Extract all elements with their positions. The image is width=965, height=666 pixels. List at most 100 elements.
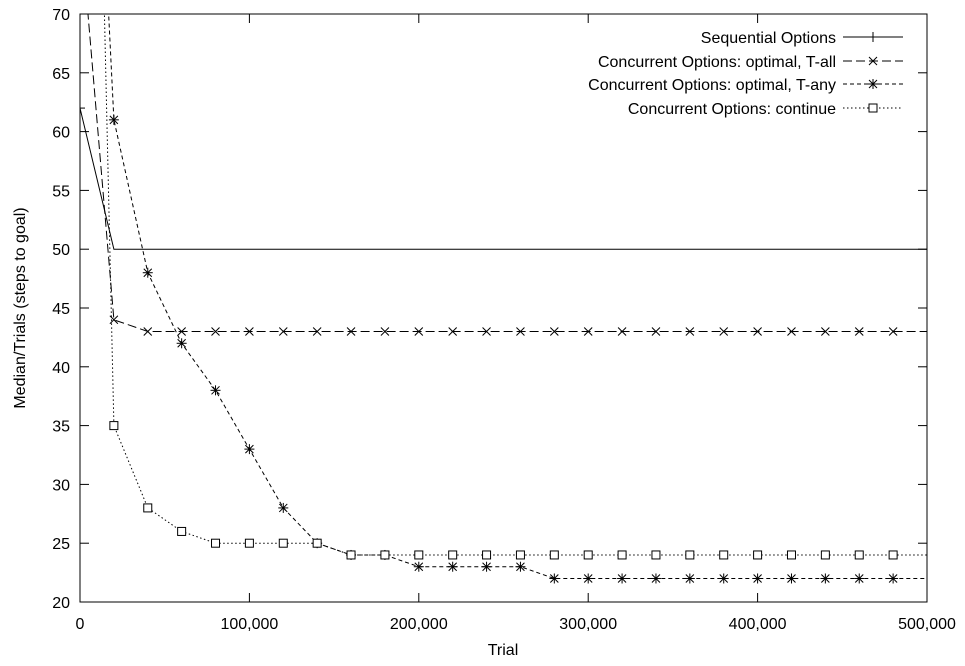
tick-layer: 0 100,000 200,000 300,000 400,000 500,000 20 25… (52, 7, 956, 633)
data-point-cross (109, 315, 119, 325)
data-point-star (854, 573, 865, 584)
data-point-star (650, 573, 661, 584)
data-point-cross (549, 327, 559, 336)
series-line (108, 14, 927, 579)
data-point-cross (278, 327, 288, 336)
data-point-cross (245, 327, 254, 336)
data-point-cross (685, 327, 695, 336)
data-point-square (854, 550, 864, 560)
x-tick-label: 300,000 (559, 616, 617, 633)
data-point-star (786, 573, 797, 584)
legend-label: Concurrent Options: optimal, T-all (598, 54, 836, 71)
data-point-square (685, 550, 695, 560)
data-point-star (888, 573, 899, 584)
y-tick-label: 30 (52, 477, 70, 494)
legend-label: Sequential Options (701, 30, 836, 47)
series-line (87, 14, 927, 332)
data-point-cross (617, 327, 627, 336)
data-point-cross (888, 327, 898, 336)
data-point-cross (821, 327, 830, 336)
data-point-square (109, 421, 119, 431)
data-point-square (346, 550, 356, 560)
data-point-square (719, 550, 729, 560)
legend-entry: Concurrent Options: continue (628, 101, 903, 118)
data-point-square (312, 538, 322, 548)
data-point-cross (177, 327, 186, 336)
data-point-cross (143, 327, 153, 336)
x-tick-label: 200,000 (390, 616, 448, 633)
data-point-square (786, 550, 796, 560)
data-point-cross (651, 327, 661, 336)
data-point-cross (312, 327, 322, 336)
y-tick-label: 70 (52, 7, 70, 24)
legend-entry: Sequential Options (701, 30, 903, 47)
data-point-star (617, 573, 628, 584)
y-tick-label: 20 (52, 595, 70, 612)
data-point-square (888, 550, 898, 560)
series-1 (80, 103, 927, 250)
data-point-star (413, 561, 424, 572)
data-point-square (482, 550, 492, 560)
x-tick-label: 500,000 (898, 616, 956, 633)
data-point-square (820, 550, 830, 560)
legend-label: Concurrent Options: continue (628, 101, 836, 118)
y-tick-label: 25 (52, 536, 70, 553)
data-point-cross (448, 327, 458, 336)
legend-marker-plus (868, 32, 878, 42)
data-point-star (210, 385, 221, 396)
y-tick-label: 55 (52, 183, 70, 200)
data-point-star (820, 573, 831, 584)
data-point-square (515, 550, 525, 560)
x-tick-label: 0 (76, 616, 85, 633)
data-point-square (651, 550, 661, 560)
data-point-square (549, 550, 559, 560)
series-line (80, 107, 927, 250)
y-tick-label: 40 (52, 360, 70, 377)
data-point-cross (854, 327, 864, 336)
data-point-star (718, 573, 729, 584)
data-point-star (684, 573, 695, 584)
data-point-cross (787, 327, 796, 336)
y-tick-label: 35 (52, 419, 70, 436)
data-point-cross (719, 327, 729, 336)
data-point-plus (80, 103, 85, 114)
data-point-square (617, 550, 627, 560)
data-point-star (176, 338, 187, 349)
data-point-star (142, 267, 153, 278)
data-point-star (583, 573, 594, 584)
data-point-star (752, 573, 763, 584)
data-point-square (753, 550, 763, 560)
data-point-square (583, 550, 593, 560)
data-point-cross (482, 327, 491, 336)
series-4 (103, 14, 927, 560)
legend-marker-star (868, 79, 878, 89)
data-point-cross (753, 327, 762, 336)
data-point-star (481, 561, 492, 572)
y-tick-label: 45 (52, 301, 70, 318)
legend-entry: Concurrent Options: optimal, T-any (588, 77, 903, 94)
y-tick-label: 60 (52, 125, 70, 142)
x-tick-label: 100,000 (220, 616, 278, 633)
data-point-square (177, 526, 187, 536)
data-point-star (278, 502, 289, 513)
x-axis-label: Trial (488, 642, 519, 659)
legend-entry: Concurrent Options: optimal, T-all (598, 54, 903, 71)
data-point-star (515, 561, 526, 572)
data-point-square (414, 550, 424, 560)
data-point-star (549, 573, 560, 584)
data-point-cross (211, 327, 220, 336)
y-axis-label: Median/Trials (steps to goal) (12, 207, 29, 408)
series-line (103, 14, 927, 556)
x-tick-label: 400,000 (729, 616, 787, 633)
y-tick-label: 50 (52, 242, 70, 259)
legend: Sequential Options Concurrent Options: op… (588, 30, 903, 118)
data-point-square (380, 550, 390, 560)
data-point-star (447, 561, 458, 572)
series-layer (80, 14, 927, 584)
data-point-star (244, 444, 255, 455)
data-point-cross (583, 327, 593, 336)
data-point-square (244, 538, 254, 548)
series-2 (87, 14, 927, 336)
